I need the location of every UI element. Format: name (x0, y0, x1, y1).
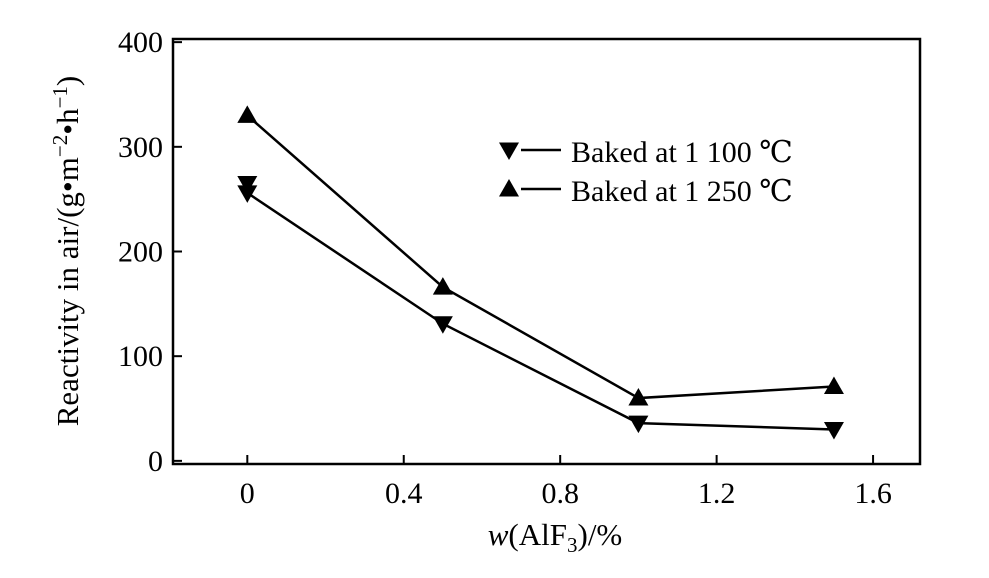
series-2-point (237, 105, 258, 123)
legend-label: Baked at 1 250 ℃ (571, 175, 793, 208)
x-tick-label: 0.8 (541, 477, 579, 510)
series-2 (237, 105, 844, 406)
axis-ticks: 0 0.4 0.8 1.2 1.6 0 100 200 300 400 (118, 26, 892, 510)
y-tick-label: 300 (118, 131, 163, 164)
series-layer (237, 105, 844, 440)
y-axis-label-sup1: −2 (48, 135, 72, 157)
y-axis-label-mid: •h (50, 108, 85, 135)
series-2-point (432, 277, 453, 295)
series-1-point (237, 185, 258, 203)
x-axis-label-pre: (AlF (508, 517, 567, 552)
x-axis-label-italic: w (488, 517, 509, 552)
y-axis-label-pre: Reactivity in air/(g•m (50, 157, 85, 426)
x-axis-label: w(AlF3)/% (488, 517, 623, 557)
series-1-line (246, 191, 834, 431)
y-tick-label: 200 (118, 236, 163, 269)
series-1 (237, 175, 844, 440)
y-tick-label: 100 (118, 340, 163, 373)
y-axis-label: Reactivity in air/(g•m−2•h−1) (48, 76, 85, 427)
legend-marker (499, 142, 519, 160)
series-1-point (237, 175, 258, 194)
x-axis-label-sub: 3 (567, 533, 578, 557)
x-tick-label: 0.4 (385, 477, 423, 510)
series-2-point (628, 388, 649, 406)
y-axis-label-post: ) (50, 76, 85, 86)
x-tick-label: 1.2 (698, 477, 736, 510)
series-1-point (823, 421, 844, 440)
legend-label: Baked at 1 100 ℃ (571, 136, 793, 169)
x-tick-label: 1.6 (854, 477, 892, 510)
y-tick-label: 400 (118, 26, 163, 59)
series-2-line (246, 114, 835, 400)
x-tick-label: 0 (240, 477, 255, 510)
plot-area-frame (171, 37, 922, 466)
legend-marker (499, 179, 519, 197)
series-1-point (432, 316, 453, 334)
series-1-point (628, 415, 649, 434)
y-tick-label: 0 (148, 445, 163, 478)
y-axis-label-sup2: −1 (48, 86, 72, 108)
legend-entry-1: Baked at 1 100 ℃ (499, 136, 793, 169)
x-axis-label-post: )/% (578, 517, 623, 552)
legend: Baked at 1 100 ℃ Baked at 1 250 ℃ (499, 136, 793, 208)
series-2-point (823, 376, 844, 395)
legend-entry-2: Baked at 1 250 ℃ (499, 175, 793, 208)
